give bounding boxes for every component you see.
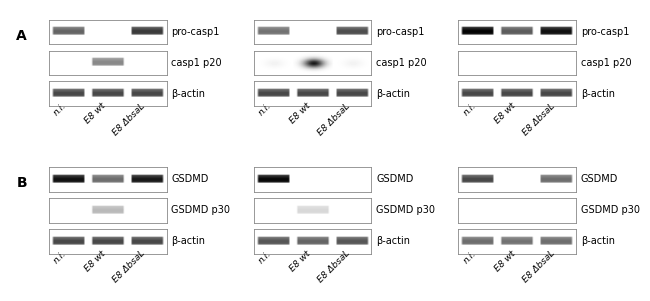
- Text: n.i.: n.i.: [257, 101, 273, 118]
- Text: E8 ΔbsaL: E8 ΔbsaL: [521, 249, 556, 284]
- Text: E8 ΔbsaL: E8 ΔbsaL: [111, 101, 147, 137]
- Text: β-actin: β-actin: [172, 89, 205, 99]
- Text: E8 ΔbsaL: E8 ΔbsaL: [316, 101, 352, 137]
- Text: E8 ΔbsaL: E8 ΔbsaL: [111, 249, 147, 284]
- Text: pro-casp1: pro-casp1: [376, 27, 424, 37]
- Text: A: A: [16, 29, 27, 43]
- Text: pro-casp1: pro-casp1: [581, 27, 629, 37]
- Text: n.i.: n.i.: [462, 249, 478, 265]
- Text: n.i.: n.i.: [462, 101, 478, 118]
- Text: n.i.: n.i.: [52, 101, 68, 118]
- Text: GSDMD p30: GSDMD p30: [376, 205, 435, 216]
- Text: GSDMD p30: GSDMD p30: [172, 205, 230, 216]
- Text: B: B: [16, 176, 27, 190]
- Text: pro-casp1: pro-casp1: [172, 27, 220, 37]
- Text: β-actin: β-actin: [581, 236, 615, 246]
- Text: E8 wt: E8 wt: [83, 101, 108, 126]
- Text: casp1 p20: casp1 p20: [376, 58, 426, 68]
- Text: E8 wt: E8 wt: [83, 249, 108, 273]
- Text: GSDMD: GSDMD: [376, 175, 413, 185]
- Text: β-actin: β-actin: [376, 236, 410, 246]
- Text: β-actin: β-actin: [581, 89, 615, 99]
- Text: n.i.: n.i.: [257, 249, 273, 265]
- Text: E8 wt: E8 wt: [493, 101, 517, 126]
- Text: n.i.: n.i.: [52, 249, 68, 265]
- Text: GSDMD: GSDMD: [581, 175, 618, 185]
- Text: β-actin: β-actin: [376, 89, 410, 99]
- Text: E8 wt: E8 wt: [288, 101, 313, 126]
- Text: casp1 p20: casp1 p20: [172, 58, 222, 68]
- Text: E8 wt: E8 wt: [493, 249, 517, 273]
- Text: casp1 p20: casp1 p20: [581, 58, 631, 68]
- Text: E8 wt: E8 wt: [288, 249, 313, 273]
- Text: E8 ΔbsaL: E8 ΔbsaL: [316, 249, 352, 284]
- Text: GSDMD p30: GSDMD p30: [581, 205, 640, 216]
- Text: β-actin: β-actin: [172, 236, 205, 246]
- Text: E8 ΔbsaL: E8 ΔbsaL: [521, 101, 556, 137]
- Text: GSDMD: GSDMD: [172, 175, 209, 185]
